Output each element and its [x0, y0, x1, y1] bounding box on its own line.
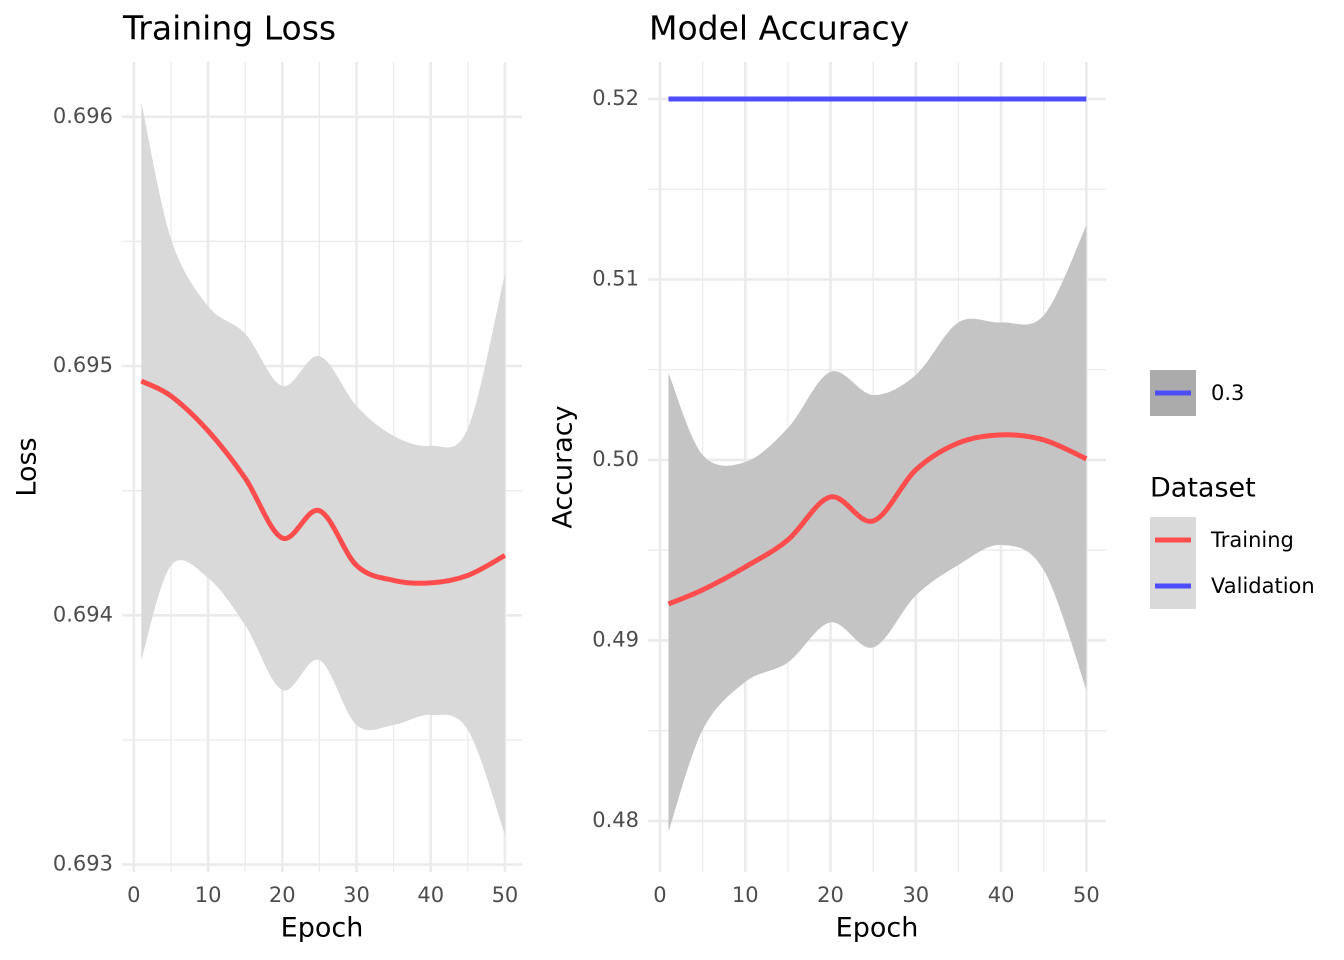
- x-tick-label: 40: [417, 883, 444, 907]
- confidence-band: [668, 225, 1087, 832]
- x-tick-label: 40: [988, 883, 1015, 907]
- panel: Model Accuracy Epoch Accuracy 0.48 0.49 0.50 0…: [548, 9, 1106, 944]
- line: [140, 378, 507, 586]
- y-tick-label: 0.694: [53, 602, 113, 626]
- line: [667, 432, 1088, 607]
- legend: 0.3 Dataset Training Validation: [1150, 370, 1315, 609]
- y-tick-label: 0.48: [592, 808, 639, 832]
- y-tick-label: 0.51: [592, 266, 639, 290]
- x-axis-title: Epoch: [836, 913, 919, 944]
- y-tick-label: 0.49: [592, 627, 639, 651]
- x-tick-label: 0: [127, 883, 140, 907]
- legend-label: Training: [1210, 528, 1294, 552]
- legend-label: 0.3: [1211, 381, 1244, 405]
- y-tick-label: 0.695: [53, 353, 113, 377]
- confidence-band: [141, 101, 505, 835]
- legend-title: Dataset: [1150, 473, 1256, 504]
- x-tick-label: 10: [732, 883, 759, 907]
- y-tick-label: 0.693: [53, 852, 113, 876]
- x-tick-label: 10: [195, 883, 222, 907]
- legend-label: Validation: [1211, 574, 1315, 598]
- y-tick-label: 0.696: [53, 104, 113, 128]
- x-tick-label: 30: [343, 883, 370, 907]
- y-axis-title: Loss: [12, 437, 43, 496]
- x-axis-title: Epoch: [281, 913, 364, 944]
- legend-key: [1150, 517, 1196, 609]
- panel: Training Loss Epoch Loss 0.693 0.694 0.695 0.6…: [12, 9, 522, 944]
- chart-title: Training Loss: [122, 9, 336, 48]
- y-tick-label: 0.52: [592, 86, 639, 110]
- y-axis-title: Accuracy: [548, 405, 579, 528]
- x-tick-label: 30: [902, 883, 929, 907]
- chart-title: Model Accuracy: [649, 9, 909, 48]
- x-tick-label: 50: [492, 883, 519, 907]
- x-tick-label: 20: [269, 883, 296, 907]
- x-tick-label: 20: [817, 883, 844, 907]
- y-tick-label: 0.50: [592, 447, 639, 471]
- x-tick-label: 0: [653, 883, 666, 907]
- x-tick-label: 50: [1073, 883, 1100, 907]
